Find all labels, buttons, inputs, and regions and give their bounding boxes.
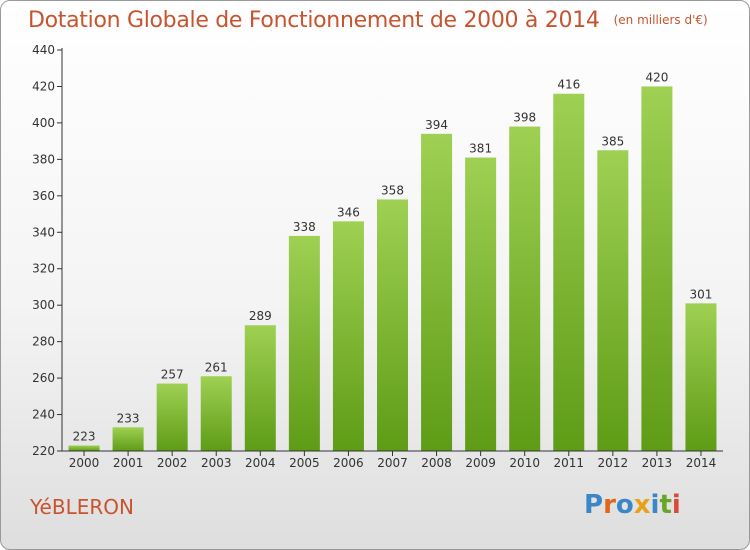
logo-letter: i (650, 490, 660, 520)
x-tick-label: 2006 (333, 456, 364, 470)
bar-2013 (641, 86, 673, 452)
x-tick-label: 2002 (157, 456, 188, 470)
x-tick-label: 2000 (69, 456, 100, 470)
bar-value-label: 385 (601, 134, 624, 148)
y-tick-label: 300 (32, 298, 55, 312)
bar-value-label: 223 (73, 430, 96, 444)
x-tick-label: 2004 (245, 456, 276, 470)
y-tick-label: 280 (32, 335, 55, 349)
y-tick-label: 420 (32, 79, 55, 93)
bar-2011 (553, 93, 585, 451)
bar-value-label: 381 (469, 142, 492, 156)
logo-letter: i (671, 490, 681, 520)
bar-2010 (509, 126, 541, 452)
logo-letter: t (659, 490, 672, 520)
bar-value-label: 338 (293, 220, 316, 234)
proxiti-logo: Proxiti (584, 490, 681, 520)
commune-name: YéBLERON (30, 495, 134, 519)
y-tick-label: 440 (32, 43, 55, 57)
bar-2001 (112, 427, 144, 451)
bar-2008 (421, 133, 453, 451)
y-tick-label: 340 (32, 225, 55, 239)
bar-2009 (465, 157, 497, 452)
bar-value-label: 233 (117, 411, 140, 425)
bar-value-label: 261 (205, 360, 228, 374)
y-tick-label: 360 (32, 189, 55, 203)
bar-2005 (288, 235, 320, 451)
bar-value-label: 420 (645, 70, 668, 84)
x-tick-label: 2013 (642, 456, 673, 470)
y-tick-label: 220 (32, 444, 55, 458)
bar-value-label: 346 (337, 205, 360, 219)
x-tick-label: 2005 (289, 456, 320, 470)
x-tick-label: 2003 (201, 456, 232, 470)
bar-2003 (200, 376, 232, 451)
chart-title: Dotation Globale de Fonctionnement de 20… (28, 8, 708, 33)
bar-2002 (156, 383, 188, 451)
bar-2012 (597, 150, 629, 451)
x-axis: 2000 2001 2002 2003 2004 2005 2006 2007 2008 2009… (62, 450, 723, 470)
logo-letter: o (615, 490, 634, 520)
y-axis: 220 240 260 280 300 320 340 360 380 400 420 440 (32, 43, 63, 458)
bar-2006 (332, 221, 364, 451)
bar-2007 (377, 199, 408, 451)
x-tick-label: 2009 (465, 456, 496, 470)
bar-2000 (68, 445, 100, 451)
x-tick-label: 2011 (553, 456, 584, 470)
logo-letter: x (633, 490, 651, 520)
y-tick-label: 240 (32, 408, 55, 422)
bar-value-label: 358 (381, 183, 404, 197)
x-tick-label: 2001 (113, 456, 144, 470)
x-tick-label: 2014 (686, 456, 717, 470)
x-tick-label: 2012 (598, 456, 629, 470)
y-tick-label: 400 (32, 116, 55, 130)
bar-value-label: 398 (513, 111, 536, 125)
y-tick-label: 320 (32, 262, 55, 276)
bars: 223 233 257 261 289 338 346 358 394 381 398 416 385 4… (68, 70, 717, 452)
bar-value-label: 289 (249, 309, 272, 323)
chart-unit: (en milliers d'€) (613, 13, 708, 27)
x-tick-label: 2008 (421, 456, 452, 470)
x-tick-label: 2007 (377, 456, 408, 470)
bar-value-label: 301 (690, 287, 713, 301)
logo-letter: P (584, 490, 604, 520)
x-tick-label: 2010 (509, 456, 540, 470)
bar-value-label: 394 (425, 118, 448, 132)
bar-value-label: 257 (161, 368, 184, 382)
bar-2014 (685, 303, 717, 451)
logo-letter: r (603, 490, 616, 520)
bar-value-label: 416 (557, 78, 580, 92)
y-tick-label: 260 (32, 371, 55, 385)
chart-title-text: Dotation Globale de Fonctionnement de 20… (28, 8, 600, 33)
y-tick-label: 380 (32, 152, 55, 166)
bar-2004 (244, 325, 276, 451)
